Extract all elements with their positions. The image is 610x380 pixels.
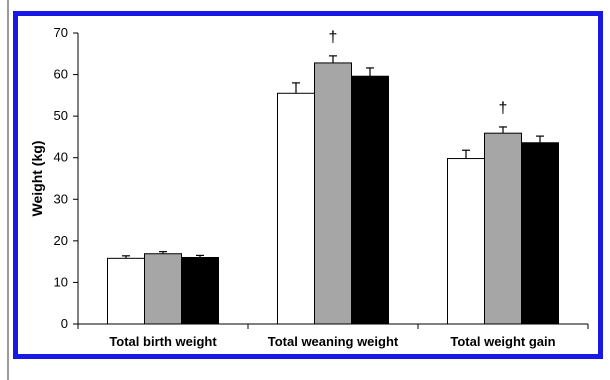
bar bbox=[351, 75, 389, 325]
chart-labels: 0 10 20 30 40 50 60 70 Weight (kg) Total birth we… bbox=[29, 25, 556, 349]
x-category-label: Total weight gain bbox=[450, 334, 555, 349]
significance-marker: † bbox=[499, 100, 508, 117]
significance-marker: † bbox=[329, 29, 338, 46]
bar bbox=[447, 158, 485, 325]
bar bbox=[314, 62, 352, 325]
bar bbox=[484, 132, 522, 325]
bar bbox=[277, 92, 315, 325]
y-tick-label: 50 bbox=[54, 108, 68, 123]
chart-bars bbox=[107, 55, 559, 325]
y-axis-title: Weight (kg) bbox=[29, 141, 45, 217]
x-category-label: Total birth weight bbox=[109, 334, 217, 349]
bar bbox=[521, 142, 559, 325]
page-left-rule bbox=[7, 0, 9, 380]
x-category-label: Total weaning weight bbox=[268, 334, 399, 349]
y-tick-label: 70 bbox=[54, 25, 68, 40]
y-tick-label: 10 bbox=[54, 274, 68, 289]
bar bbox=[181, 256, 219, 325]
y-tick-label: 20 bbox=[54, 233, 68, 248]
bar bbox=[107, 257, 145, 325]
bar bbox=[144, 253, 182, 325]
y-tick-label: 0 bbox=[61, 316, 68, 331]
y-tick-label: 40 bbox=[54, 150, 68, 165]
y-tick-label: 30 bbox=[54, 191, 68, 206]
y-tick-label: 60 bbox=[54, 67, 68, 82]
